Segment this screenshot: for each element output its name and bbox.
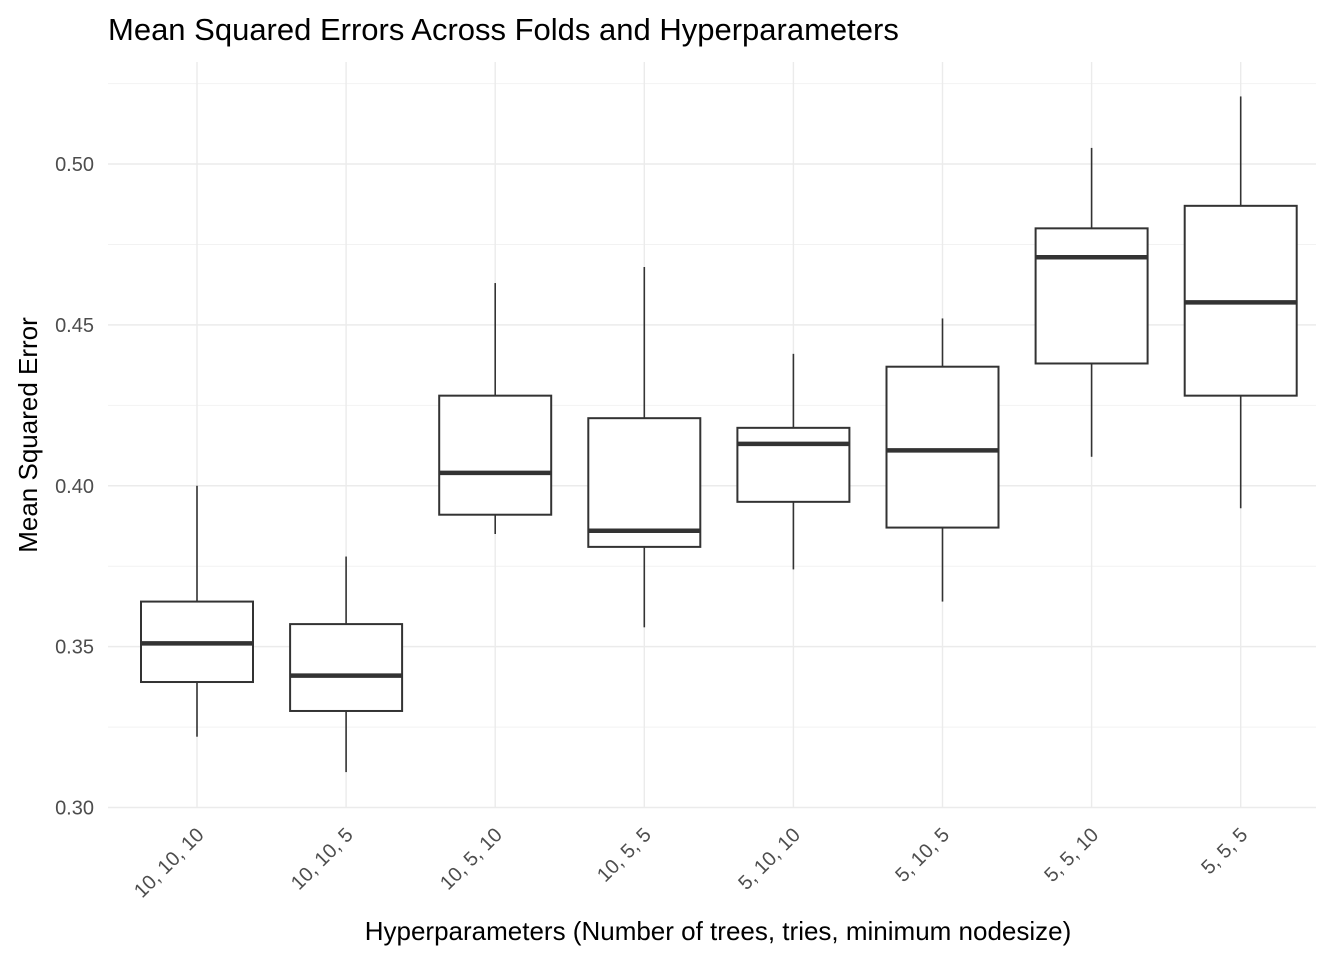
x-tick-label: 5, 10, 10: [734, 824, 805, 895]
y-axis-title: Mean Squared Error: [13, 317, 43, 553]
y-tick-label: 0.50: [55, 154, 94, 176]
x-tick-label: 5, 10, 5: [891, 824, 954, 887]
box-3: [587, 266, 702, 628]
iqr-box: [885, 365, 1000, 529]
box-series: [140, 96, 1298, 773]
iqr-box: [438, 394, 553, 516]
y-tick-label: 0.45: [55, 315, 94, 337]
box-5: [885, 318, 1000, 602]
x-tick-label: 5, 5, 10: [1040, 824, 1103, 887]
box-0: [140, 485, 254, 737]
x-tick-label: 10, 5, 10: [436, 824, 507, 895]
box-2: [438, 283, 553, 535]
box-1: [289, 556, 404, 773]
box-4: [736, 353, 851, 570]
x-axis-ticks: 10, 10, 10 10, 10, 5 10, 5, 10 10, 5, 5 5, 1…: [130, 824, 1252, 902]
chart-title: Mean Squared Errors Across Folds and Hyp…: [108, 12, 899, 47]
x-tick-label: 10, 5, 5: [593, 824, 656, 887]
y-tick-label: 0.35: [55, 637, 94, 659]
y-tick-label: 0.30: [55, 798, 94, 820]
x-tick-label: 10, 10, 5: [287, 824, 358, 895]
iqr-box: [289, 623, 404, 712]
x-tick-label: 10, 10, 10: [130, 824, 208, 902]
y-tick-label: 0.40: [55, 476, 94, 498]
y-axis-ticks: 0.30 0.35 0.40 0.45 0.50: [55, 154, 94, 820]
x-axis-title: Hyperparameters (Number of trees, tries,…: [365, 916, 1072, 946]
box-7: [1183, 96, 1298, 509]
box-6: [1034, 147, 1149, 457]
iqr-box: [587, 417, 702, 548]
iqr-box: [1034, 227, 1149, 365]
x-tick-label: 5, 5, 5: [1197, 824, 1252, 879]
iqr-box: [736, 426, 851, 503]
